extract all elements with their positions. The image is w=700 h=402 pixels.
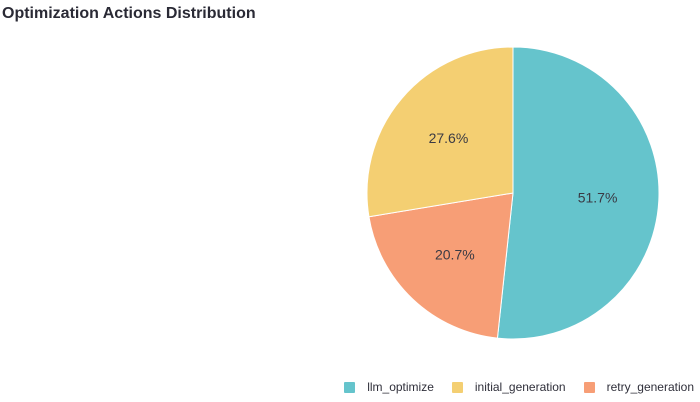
legend-item-llm-optimize[interactable]: llm_optimize: [344, 380, 434, 394]
pie-slices: [366, 46, 660, 340]
slice-label-initial-generation: 27.6%: [429, 130, 469, 146]
pie-slice-initial-generation[interactable]: [366, 46, 514, 218]
legend-item-initial-generation[interactable]: initial_generation: [451, 380, 566, 394]
legend-item-retry-generation[interactable]: retry_generation: [583, 380, 694, 394]
pie-labels: 51.7% 20.7% 27.6%: [429, 130, 618, 262]
slice-label-retry-generation: 20.7%: [435, 247, 475, 263]
legend-swatch: [583, 381, 595, 393]
chart-title: Optimization Actions Distribution: [2, 5, 256, 22]
pie-slice-retry-generation[interactable]: [368, 192, 514, 339]
legend-swatch: [344, 381, 356, 393]
legend-label: llm_optimize: [367, 380, 434, 394]
pie-slice-llm-optimize[interactable]: [496, 46, 660, 340]
legend-label: initial_generation: [474, 380, 566, 394]
legend-label: retry_generation: [606, 380, 694, 394]
slice-label-llm-optimize: 51.7%: [578, 190, 618, 206]
legend: llm_optimize initial_generation retry_ge…: [344, 380, 694, 394]
legend-swatch: [451, 381, 463, 393]
